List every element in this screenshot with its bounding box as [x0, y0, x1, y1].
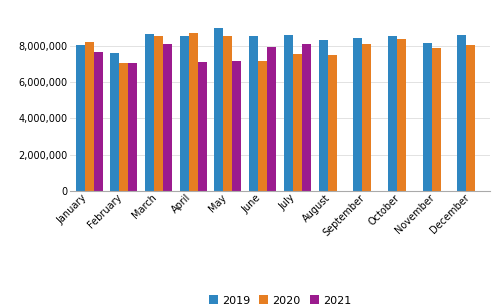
Bar [328, 55, 336, 191]
Bar [249, 37, 258, 191]
Bar [422, 43, 432, 191]
Bar [94, 52, 102, 191]
Bar [120, 63, 128, 191]
Bar [163, 44, 172, 191]
Bar [214, 28, 224, 191]
Bar [154, 36, 163, 191]
Bar [188, 33, 198, 191]
Bar [267, 47, 276, 191]
Bar [232, 61, 241, 191]
Bar [110, 53, 120, 191]
Bar [353, 38, 362, 191]
Bar [466, 45, 475, 191]
Bar [198, 62, 207, 191]
Bar [84, 42, 94, 191]
Bar [397, 39, 406, 191]
Bar [362, 44, 372, 191]
Bar [318, 40, 328, 191]
Bar [258, 61, 267, 191]
Bar [284, 35, 293, 191]
Bar [458, 35, 466, 191]
Bar [224, 37, 232, 191]
Bar [388, 37, 397, 191]
Bar [128, 63, 138, 191]
Bar [302, 44, 311, 191]
Bar [76, 45, 84, 191]
Legend: 2019, 2020, 2021: 2019, 2020, 2021 [204, 291, 356, 308]
Bar [293, 54, 302, 191]
Bar [180, 37, 188, 191]
Bar [145, 34, 154, 191]
Bar [432, 48, 440, 191]
